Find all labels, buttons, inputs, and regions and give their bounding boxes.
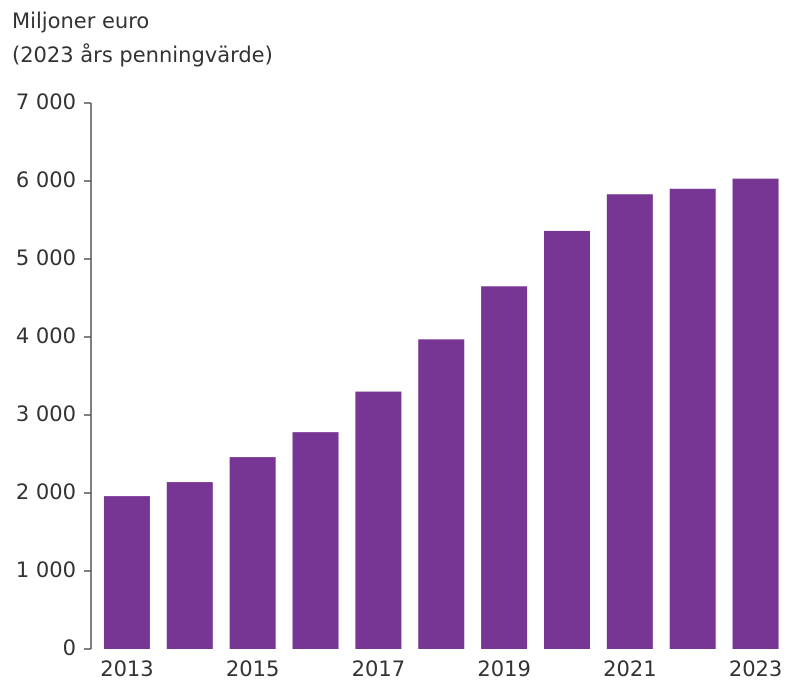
x-tick-label: 2021	[603, 657, 656, 681]
x-tick-label: 2019	[477, 657, 530, 681]
y-tick-label: 4 000	[16, 324, 76, 348]
bar	[481, 286, 528, 649]
bar	[606, 194, 653, 649]
y-axis-label: (2023 års penningvärde)	[12, 42, 273, 67]
y-tick-label: 1 000	[16, 558, 76, 582]
y-tick-label: 2 000	[16, 480, 76, 504]
bar	[166, 482, 213, 649]
x-tick-label: 2015	[226, 657, 279, 681]
y-tick-label: 6 000	[16, 168, 76, 192]
bar	[418, 339, 465, 649]
y-axis-label: Miljoner euro	[12, 9, 149, 33]
y-tick-label: 3 000	[16, 402, 76, 426]
y-tick-label: 5 000	[16, 246, 76, 270]
bar	[229, 457, 276, 649]
bar	[355, 391, 402, 649]
bar	[292, 432, 339, 649]
x-tick-label: 2017	[352, 657, 405, 681]
bar	[669, 188, 716, 650]
y-tick-label: 7 000	[16, 90, 76, 114]
x-tick-label: 2013	[100, 657, 153, 681]
bar	[543, 230, 590, 650]
x-tick-label: 2023	[729, 657, 782, 681]
bar	[732, 178, 779, 649]
y-tick-label: 0	[63, 636, 76, 660]
bar	[103, 496, 150, 649]
